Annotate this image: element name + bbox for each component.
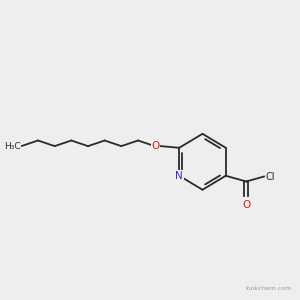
Text: O: O <box>152 141 160 151</box>
Text: O: O <box>242 200 250 210</box>
Text: Cl: Cl <box>265 172 274 182</box>
Text: lookchem.com: lookchem.com <box>245 286 292 291</box>
Text: H₃C: H₃C <box>4 142 20 151</box>
Text: N: N <box>176 171 183 181</box>
